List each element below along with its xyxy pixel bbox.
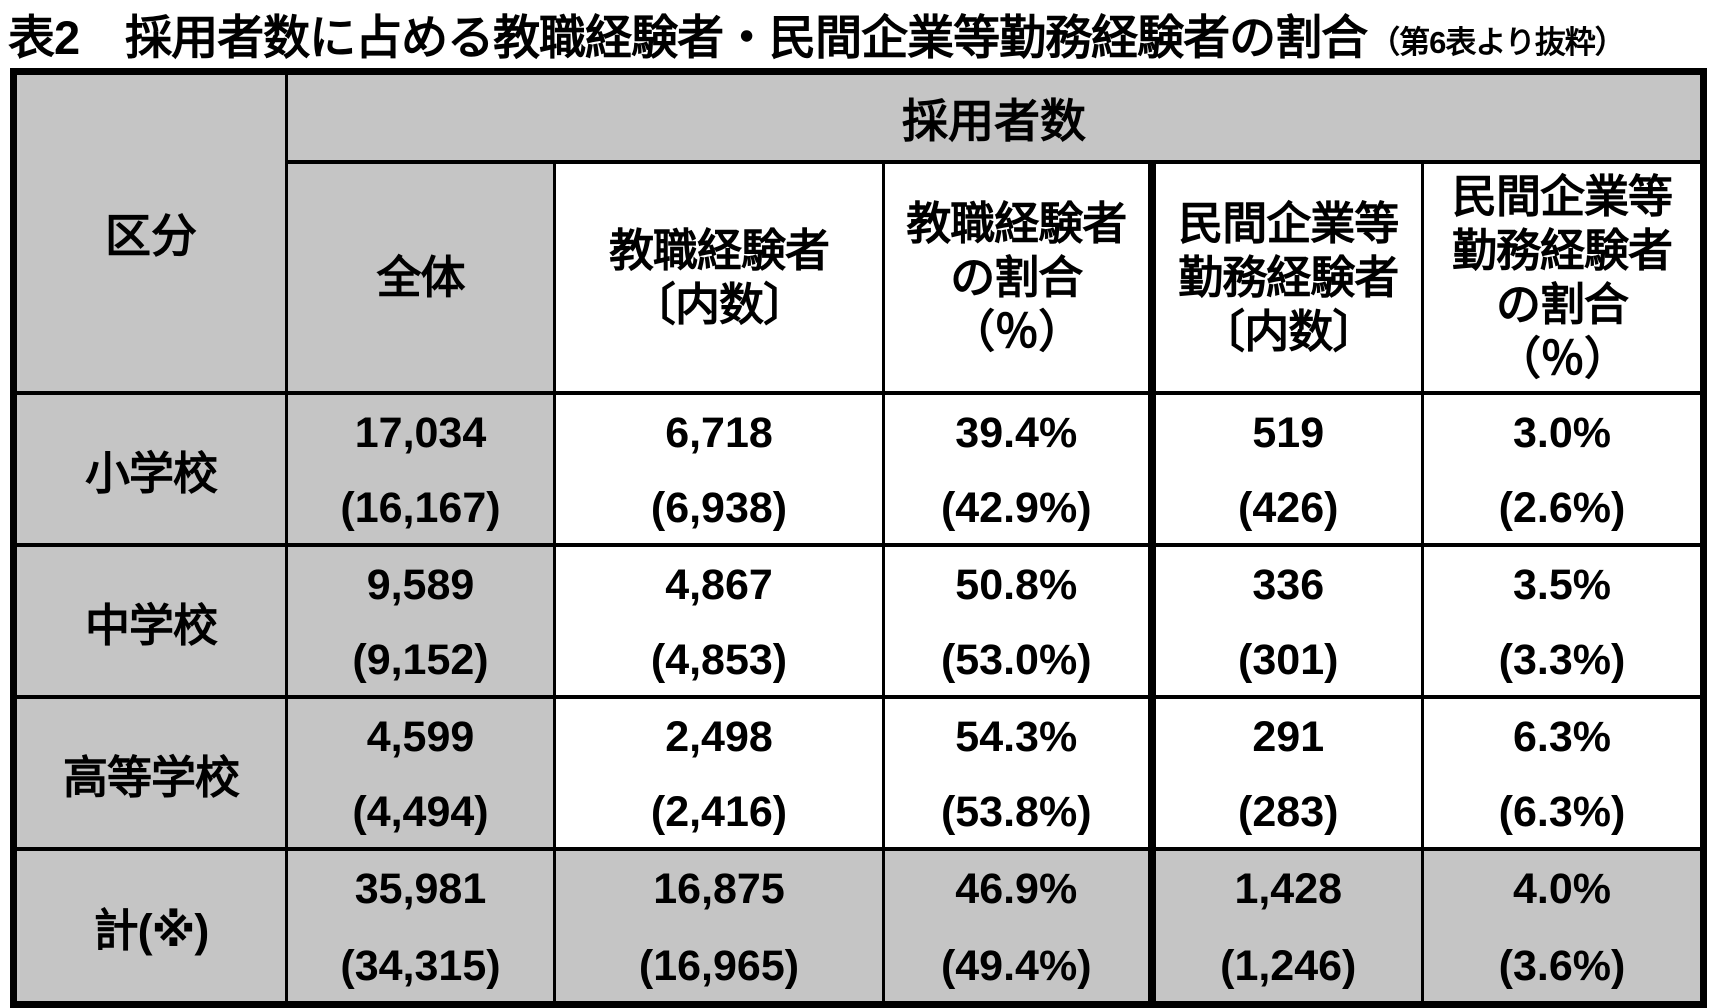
header-corner-kubun: 区分: [12, 69, 288, 395]
cell-chugakko-minkan-p: 3.5% (3.3%): [1420, 543, 1706, 699]
cell-kotogakko-minkan-n: 291 (283): [1147, 695, 1424, 851]
cell-chugakko-minkan-n: 336 (301): [1147, 543, 1424, 699]
cell-total-kyoshoku-p: 46.9% (49.4%): [882, 847, 1153, 1007]
cell-total-minkan-p: 4.0% (3.6%): [1420, 847, 1706, 1007]
cell-kotogakko-kyoshoku-n: 2,498 (2,416): [553, 695, 885, 851]
row-label-kotogakko: 高等学校: [12, 695, 288, 851]
cell-chugakko-kyoshoku-p: 50.8% (53.0%): [882, 543, 1153, 699]
cell-kotogakko-zentai: 4,599 (4,494): [285, 695, 556, 851]
table-row-total: 計(※) 35,981 (34,315) 16,875 (16,965) 46.9%…: [12, 847, 1706, 1007]
header-band-saiyoshasu: 採用者数: [284, 69, 1706, 164]
cell-shogakko-minkan-n: 519 (426): [1147, 391, 1424, 547]
cell-total-kyoshoku-n: 16,875 (16,965): [553, 847, 885, 1007]
table-title-text: 表2 採用者数に占める教職経験者・民間企業等勤務経験者の割合: [8, 11, 1368, 64]
table-title-note: （第6表より抜粋）: [1369, 25, 1626, 60]
header-kyoshoku-uchisu: 教職経験者 〔内数〕: [553, 160, 885, 395]
cell-shogakko-zentai: 17,034 (16,167): [285, 391, 556, 547]
header-band-row: 区分 採用者数: [12, 69, 1706, 395]
header-minkan-uchisu: 民間企業等 勤務経験者 〔内数〕: [1147, 160, 1424, 395]
recruitment-experience-table: 区分 採用者数 全体 教職経験者 〔内数〕 教職経験者 の割合 （％） 民間企業…: [10, 68, 1708, 1008]
table-row-chugakko: 中学校 9,589 (9,152) 4,867 (4,853) 50.8% (53.0…: [12, 543, 1706, 699]
table-row-shogakko: 小学校 17,034 (16,167) 6,718 (6,938) 39.4% (42…: [12, 391, 1706, 547]
cell-kotogakko-minkan-p: 6.3% (6.3%): [1420, 695, 1706, 851]
header-minkan-wariai: 民間企業等 勤務経験者 の割合 （％）: [1420, 160, 1706, 395]
cell-kotogakko-kyoshoku-p: 54.3% (53.8%): [882, 695, 1153, 851]
header-subrow: 全体 教職経験者 〔内数〕 教職経験者 の割合 （％） 民間企業等 勤務経験者 …: [14, 160, 1706, 395]
cell-shogakko-minkan-p: 3.0% (2.6%): [1420, 391, 1706, 547]
cell-chugakko-zentai: 9,589 (9,152): [285, 543, 556, 699]
row-label-chugakko: 中学校: [12, 543, 288, 699]
table-row-kotogakko: 高等学校 4,599 (4,494) 2,498 (2,416) 54.3% (53.…: [12, 695, 1706, 851]
cell-shogakko-kyoshoku-p: 39.4% (42.9%): [882, 391, 1153, 547]
cell-total-minkan-n: 1,428 (1,246): [1147, 847, 1424, 1007]
row-label-shogakko: 小学校: [12, 391, 288, 547]
cell-total-zentai: 35,981 (34,315): [285, 847, 556, 1007]
header-kyoshoku-wariai: 教職経験者 の割合 （％）: [882, 160, 1153, 395]
row-label-total: 計(※): [12, 847, 288, 1007]
cell-chugakko-kyoshoku-n: 4,867 (4,853): [553, 543, 885, 699]
page-title: 表2 採用者数に占める教職経験者・民間企業等勤務経験者の割合 （第6表より抜粋）: [0, 0, 1710, 66]
cell-shogakko-kyoshoku-n: 6,718 (6,938): [553, 391, 885, 547]
header-zentai: 全体: [285, 160, 556, 395]
